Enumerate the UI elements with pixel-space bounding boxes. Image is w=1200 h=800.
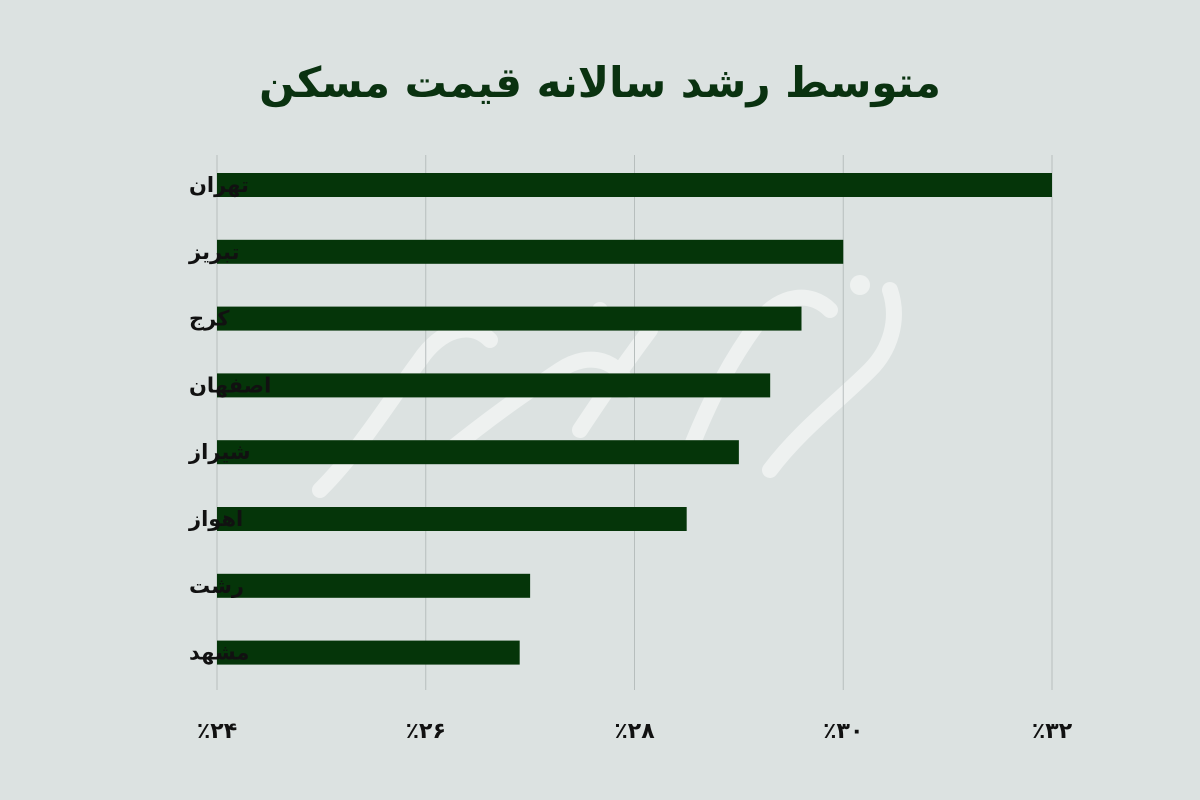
category-label: تبریز [188,240,239,264]
category-label: کرج [189,307,230,332]
category-label: اهواز [188,507,243,531]
x-tick-label: ٪۳۲ [1032,719,1073,744]
x-tick-label: ٪۲۴ [197,719,237,744]
bar [217,306,802,331]
category-label: شیراز [188,440,251,464]
bar [217,640,520,665]
category-label: اصفهان [189,373,271,397]
bar [217,573,531,598]
bar [217,440,739,465]
x-tick-label: ٪۲۸ [614,719,655,744]
category-label: مشهد [189,641,249,665]
category-label: تهران [189,173,249,197]
bar [217,373,771,398]
bar [217,173,1052,197]
x-tick-label: ٪۳۰ [823,719,863,744]
bar [217,507,687,531]
bar [217,239,844,264]
category-label: رشت [189,574,244,598]
x-tick-label: ٪۲۶ [406,719,446,744]
chart-title: متوسط رشد سالانه قیمت مسکن [259,58,941,107]
